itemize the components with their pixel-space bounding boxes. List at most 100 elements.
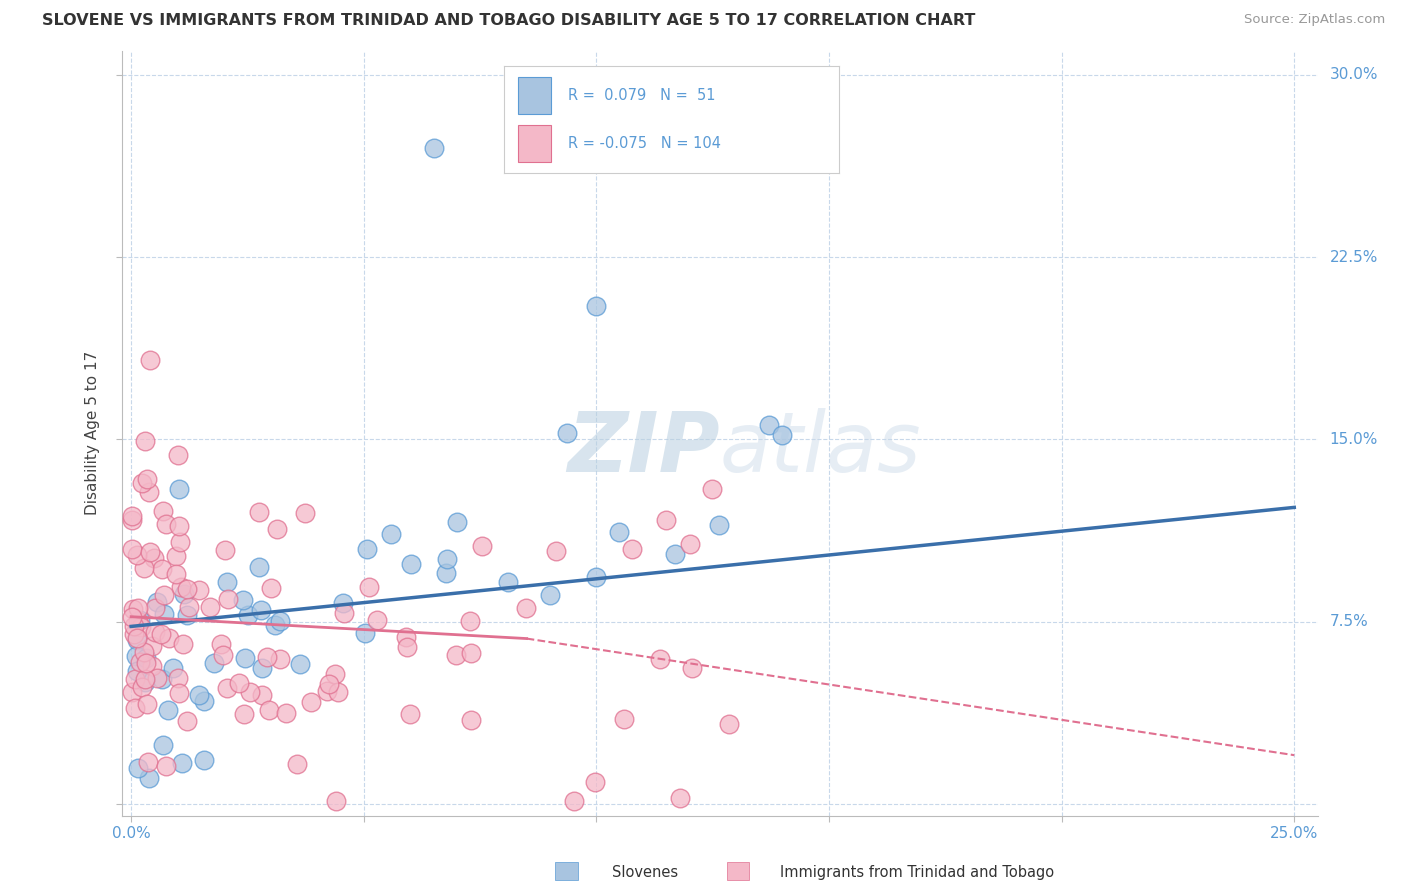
Point [250, 688, 273, 702]
Point [259, 703, 281, 717]
Point [233, 706, 256, 721]
Point [212, 648, 235, 662]
Point [124, 673, 146, 687]
Point [172, 756, 194, 771]
Point [247, 560, 270, 574]
Point [131, 475, 153, 490]
Point [399, 558, 422, 572]
Point [238, 684, 260, 698]
Point [138, 485, 160, 500]
Point [187, 583, 209, 598]
Text: 30.0%: 30.0% [1330, 68, 1378, 82]
Point [167, 671, 190, 685]
Point [153, 607, 176, 621]
Point [678, 536, 700, 550]
Point [236, 607, 259, 622]
Point [136, 755, 159, 769]
Point [172, 637, 194, 651]
Point [758, 417, 780, 432]
Point [250, 661, 273, 675]
Text: Slovenes: Slovenes [612, 865, 678, 880]
Point [179, 600, 201, 615]
Point [136, 697, 159, 711]
Point [165, 566, 187, 581]
Point [149, 627, 172, 641]
Point [394, 630, 416, 644]
Point [155, 759, 177, 773]
Point [141, 639, 163, 653]
Point [214, 543, 236, 558]
Point [436, 552, 458, 566]
Point [357, 580, 380, 594]
Point [446, 515, 468, 529]
Point [669, 790, 692, 805]
Point [176, 714, 198, 728]
Point [460, 714, 482, 728]
Point [299, 695, 322, 709]
Point [583, 774, 606, 789]
Point [538, 588, 561, 602]
Point [399, 707, 422, 722]
Point [167, 686, 190, 700]
Point [135, 656, 157, 670]
Point [269, 614, 291, 628]
Point [150, 672, 173, 686]
Point [562, 794, 585, 808]
Point [150, 562, 173, 576]
Point [585, 299, 607, 313]
Point [127, 601, 149, 615]
Point [274, 706, 297, 720]
Point [162, 661, 184, 675]
Point [198, 600, 221, 615]
Point [121, 513, 143, 527]
Point [122, 602, 145, 616]
Point [681, 661, 703, 675]
Point [613, 712, 636, 726]
Point [380, 526, 402, 541]
Point [256, 650, 278, 665]
Point [176, 582, 198, 596]
Point [138, 771, 160, 785]
Point [121, 609, 143, 624]
Point [127, 614, 149, 628]
Point [129, 620, 152, 634]
Point [356, 541, 378, 556]
Point [232, 592, 254, 607]
Point [173, 587, 195, 601]
Point [557, 426, 579, 441]
Point [498, 575, 520, 590]
Point [128, 613, 150, 627]
Point [395, 640, 418, 654]
Point [141, 659, 163, 673]
Point [707, 517, 730, 532]
Text: SLOVENE VS IMMIGRANTS FROM TRINIDAD AND TOBAGO DISABILITY AGE 5 TO 17 CORRELATIO: SLOVENE VS IMMIGRANTS FROM TRINIDAD AND … [42, 13, 976, 29]
Point [121, 685, 143, 699]
Point [323, 667, 346, 681]
Point [215, 681, 238, 695]
Text: Source: ZipAtlas.com: Source: ZipAtlas.com [1244, 13, 1385, 27]
Y-axis label: Disability Age 5 to 17: Disability Age 5 to 17 [86, 351, 100, 516]
Point [145, 595, 167, 609]
Point [422, 141, 444, 155]
Point [209, 637, 232, 651]
Point [165, 549, 187, 563]
Point [266, 522, 288, 536]
Point [146, 671, 169, 685]
Text: Immigrants from Trinidad and Tobago: Immigrants from Trinidad and Tobago [780, 865, 1054, 880]
Point [655, 513, 678, 527]
Point [121, 542, 143, 557]
Point [142, 550, 165, 565]
Point [315, 684, 337, 698]
Point [332, 596, 354, 610]
Point [152, 503, 174, 517]
Point [134, 645, 156, 659]
Text: 15.0%: 15.0% [1330, 432, 1378, 447]
Point [155, 517, 177, 532]
Point [233, 650, 256, 665]
Point [202, 656, 225, 670]
Text: ZIP: ZIP [567, 409, 720, 489]
Point [700, 482, 723, 496]
Point [260, 581, 283, 595]
Point [471, 540, 494, 554]
Point [648, 652, 671, 666]
